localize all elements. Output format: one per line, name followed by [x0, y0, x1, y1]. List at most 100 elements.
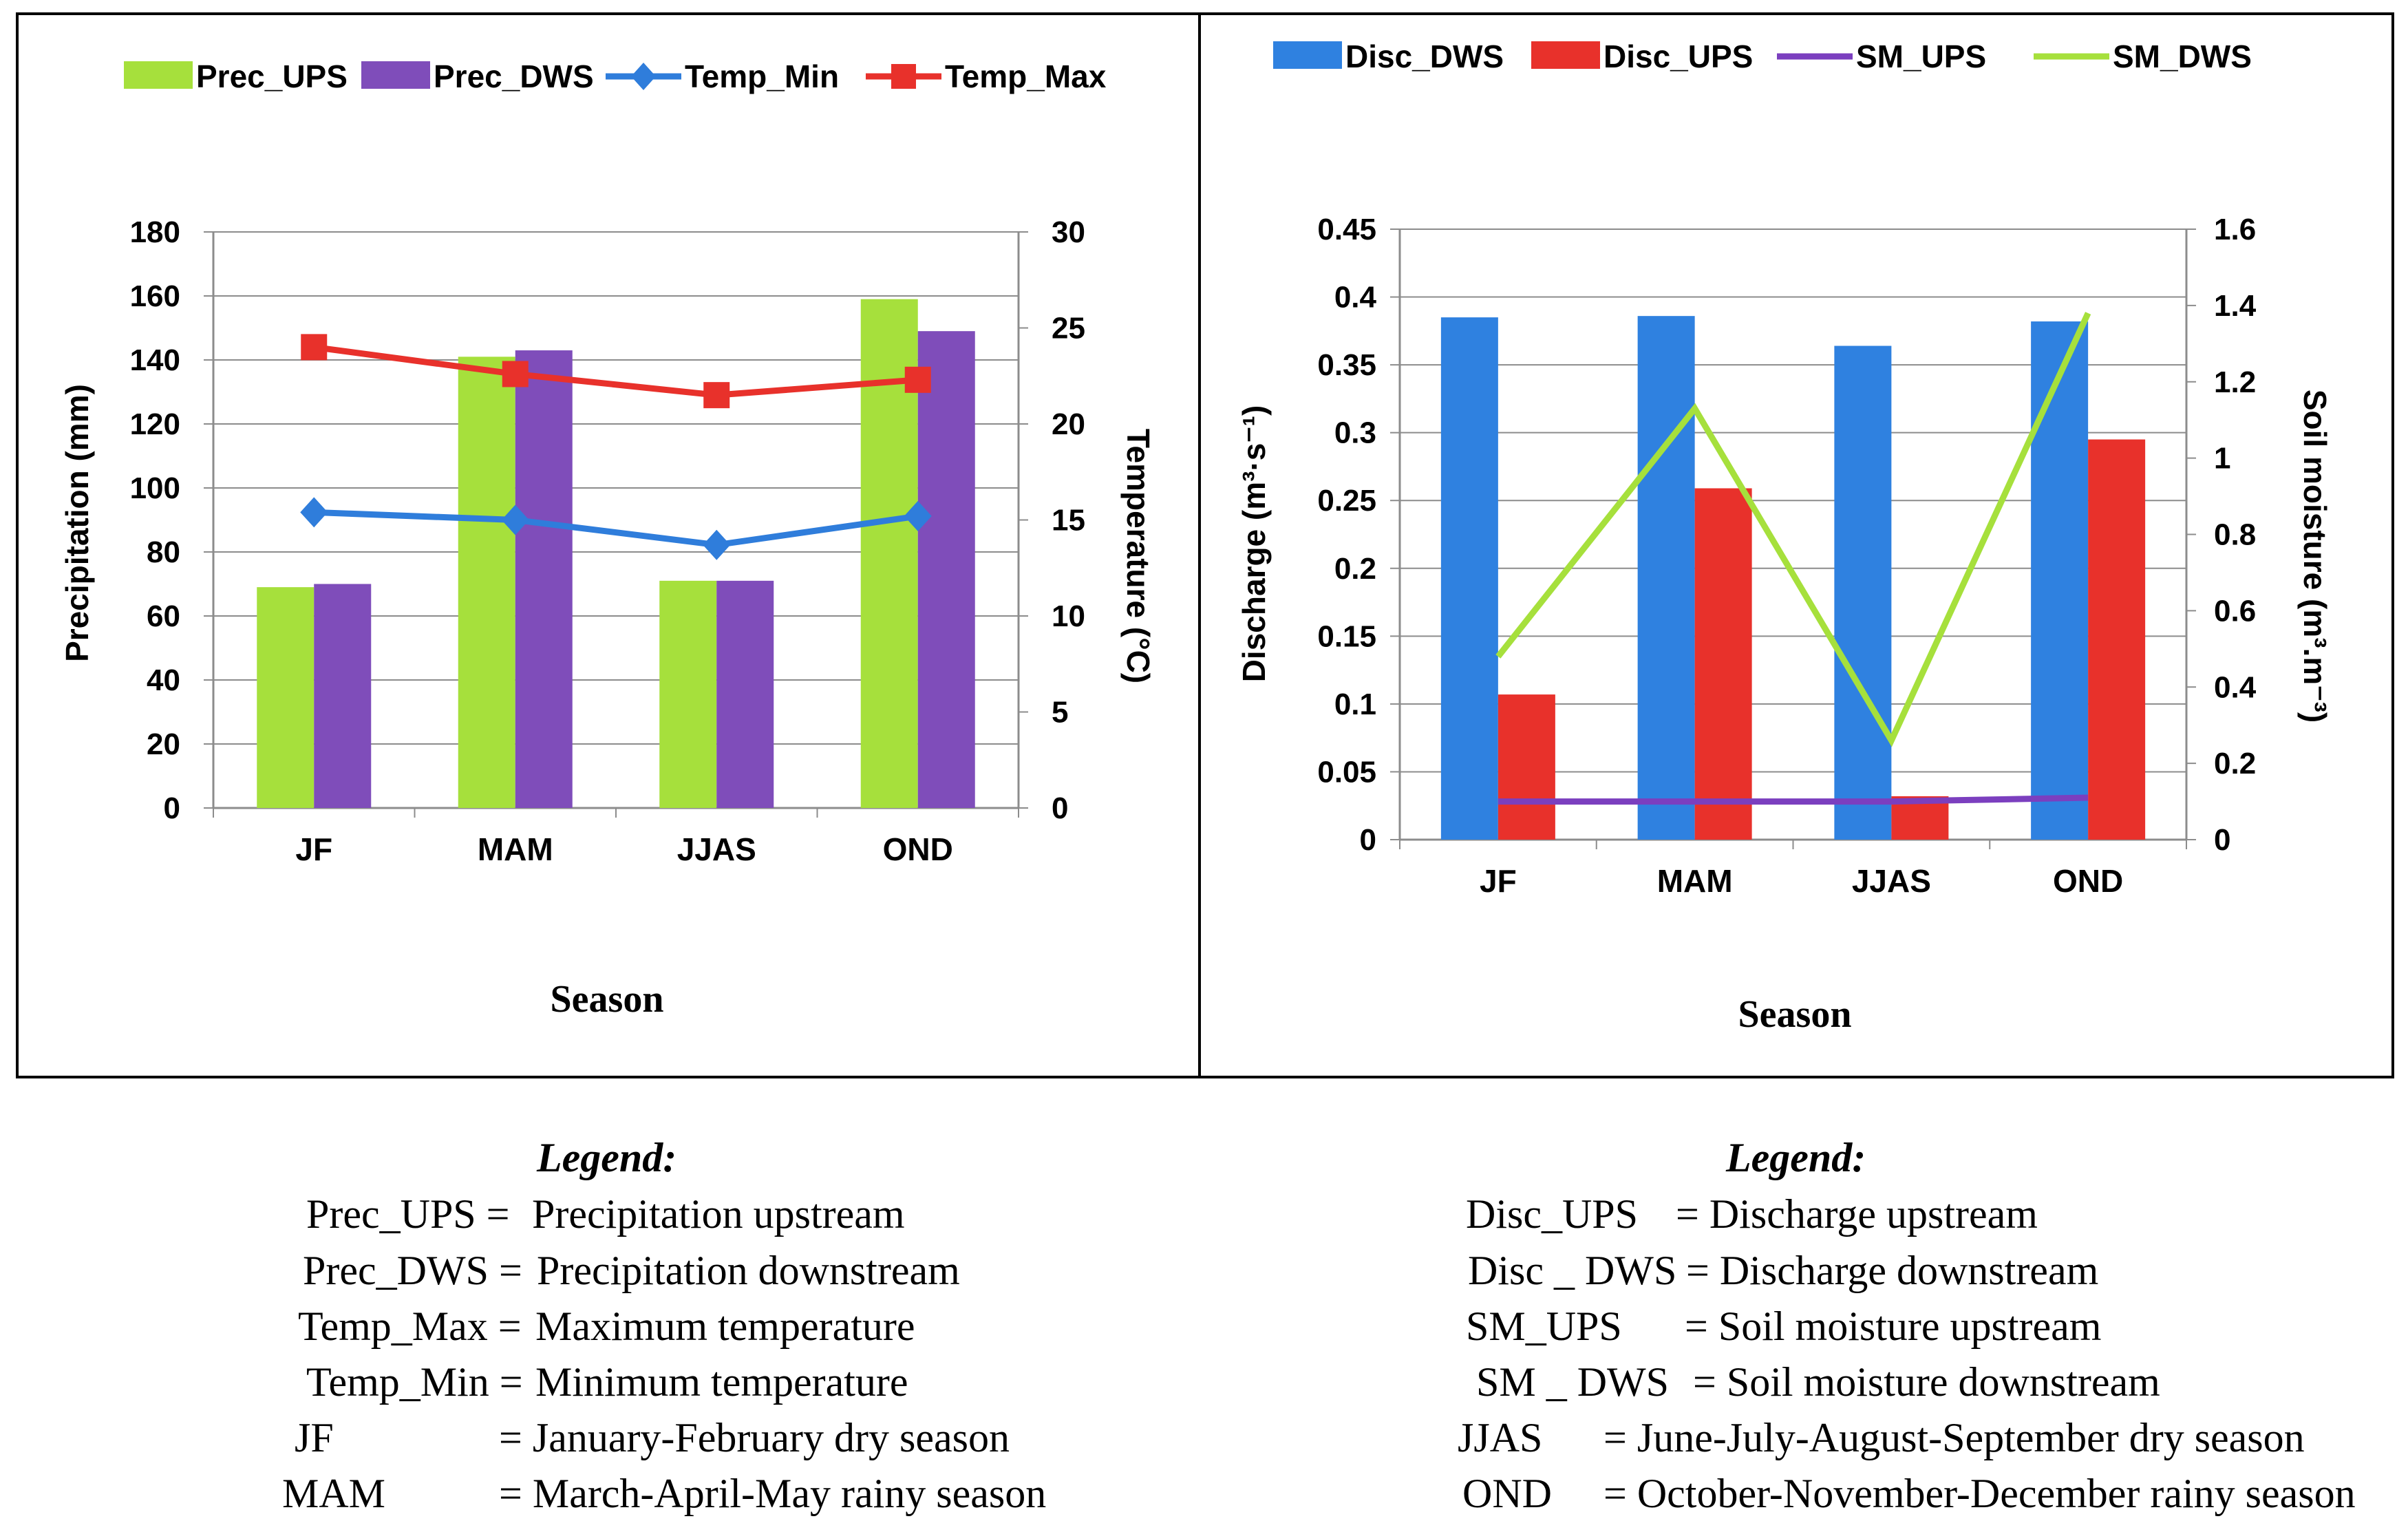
y2-tick-label: 25 — [1052, 312, 1085, 345]
bar-prec-dws — [314, 584, 372, 808]
y-tick-label: 160 — [130, 279, 180, 313]
y-tick-label: 80 — [147, 535, 180, 569]
y-tick-label: 0.1 — [1334, 688, 1376, 721]
bar-disc-ups — [1694, 488, 1752, 840]
x-category-label: MAM — [478, 831, 553, 867]
y-tick-label: 0 — [164, 791, 180, 825]
y-tick-label: 0.25 — [1317, 484, 1376, 518]
notes-term: Prec_DWS = — [303, 1248, 522, 1293]
notes-term: Prec_UPS = — [306, 1191, 510, 1237]
bar-disc-ups — [2088, 439, 2146, 840]
marker-temp-max — [703, 382, 730, 409]
bar-prec-ups — [257, 587, 315, 808]
y2-tick-label: 30 — [1052, 215, 1085, 249]
legend-label: Temp_Min — [685, 58, 839, 94]
y-tick-label: 180 — [130, 215, 180, 249]
y-axis-title: Precipitation (mm) — [59, 384, 95, 662]
marker-temp-max — [502, 361, 529, 387]
marker-temp-max — [904, 366, 931, 393]
y2-axis-title: Soil moisture (m³.m⁻³) — [2297, 390, 2333, 723]
legend-marker — [891, 64, 916, 89]
y2-tick-label: 5 — [1052, 696, 1068, 730]
notes-term: MAM — [282, 1471, 386, 1516]
notes-term: SM _ DWS — [1476, 1359, 1670, 1405]
y-tick-label: 0.15 — [1317, 619, 1376, 653]
notes-term: Disc_UPS — [1466, 1191, 1639, 1237]
bar-disc-dws — [1637, 316, 1695, 840]
y-tick-label: 0.45 — [1317, 213, 1376, 246]
line-temp-min — [314, 509, 919, 549]
figure-frame — [16, 12, 2394, 1078]
marker-temp-min — [904, 500, 932, 531]
notes-desc: Precipitation upstream — [532, 1191, 905, 1237]
y-tick-label: 0 — [1360, 823, 1376, 857]
y2-tick-label: 1.6 — [2214, 213, 2256, 246]
x-category-label: OND — [883, 831, 953, 867]
y2-tick-label: 1 — [2214, 442, 2230, 476]
y2-axis-title: Temperature (°C) — [1120, 429, 1156, 683]
legend-marker — [631, 63, 656, 90]
notes-desc: = June-July-August-September dry season — [1603, 1415, 2305, 1460]
bar-prec-ups — [458, 357, 515, 808]
x-category-label: JF — [295, 831, 332, 867]
notes-term: SM_UPS — [1466, 1304, 1622, 1349]
notes-desc: Maximum temperature — [535, 1304, 915, 1349]
legend-label: Temp_Max — [945, 58, 1107, 94]
legend-label: Disc_DWS — [1345, 39, 1504, 74]
y-tick-label: 0.05 — [1317, 755, 1376, 789]
notes-term: JJAS — [1458, 1415, 1543, 1460]
y-tick-label: 0.4 — [1334, 281, 1377, 315]
y2-tick-label: 20 — [1052, 407, 1085, 441]
y-tick-label: 140 — [130, 343, 180, 377]
legend-label: Disc_UPS — [1603, 39, 1753, 74]
notes-desc: = March-April-May rainy season — [499, 1471, 1047, 1516]
notes-desc: = Discharge downstream — [1686, 1248, 2099, 1293]
x-category-label: MAM — [1657, 863, 1733, 899]
legend-notes-left: Legend: Prec_UPS = Precipitation upstrea… — [0, 0, 1200, 1532]
notes-desc: = Discharge upstream — [1676, 1191, 2038, 1237]
marker-temp-min — [300, 497, 328, 528]
chart-1: 0 20 40 60 80 100 120 140 160 180 0 5 10 15 20 25 30 JF MA… — [59, 58, 1156, 1021]
bar-prec-ups — [659, 580, 717, 808]
marker-temp-min — [703, 529, 731, 560]
y-tick-label: 40 — [147, 663, 180, 697]
y2-tick-label: 10 — [1052, 599, 1085, 633]
legend-swatch — [1531, 41, 1600, 69]
notes-term: Temp_Max = — [298, 1304, 522, 1349]
bar-disc-ups — [1498, 694, 1555, 840]
legend-swatch — [361, 61, 430, 89]
y2-tick-label: 0.2 — [2214, 747, 2256, 780]
line-temp-max — [313, 343, 919, 398]
notes-title: Legend: — [1726, 1135, 1866, 1180]
y2-tick-label: 0 — [1052, 791, 1068, 825]
bar-disc-dws — [2031, 321, 2089, 840]
chart-2: 0 0.05 0.1 0.15 0.2 0.25 0.3 0.35 0.4 0.45 0 0.2 0.4… — [1236, 39, 2333, 1036]
y2-tick-label: 15 — [1052, 504, 1085, 538]
notes-term: OND — [1462, 1471, 1552, 1516]
bar-disc-dws — [1834, 345, 1892, 840]
y2-tick-label: 1.2 — [2214, 365, 2256, 399]
bar-prec-dws — [917, 331, 975, 808]
bar-disc-dws — [1440, 317, 1498, 840]
notes-desc: Minimum temperature — [535, 1359, 908, 1405]
y-tick-label: 60 — [147, 599, 180, 633]
y-tick-label: 100 — [130, 471, 180, 505]
x-category-label: JF — [1480, 863, 1517, 899]
x-category-label: JJAS — [677, 831, 756, 867]
x-axis-title: Season — [1738, 993, 1852, 1036]
y-tick-label: 0.3 — [1334, 416, 1376, 450]
y2-tick-label: 0.6 — [2214, 594, 2256, 628]
line-sm-ups — [1498, 794, 2089, 805]
outer-border — [16, 12, 2394, 1078]
legend-label: Prec_DWS — [434, 58, 594, 94]
notes-desc: = October-November-December rainy season — [1603, 1471, 2356, 1516]
y2-tick-label: 0.8 — [2214, 518, 2256, 552]
y2-tick-label: 0.4 — [2214, 670, 2257, 704]
bar-prec-dws — [515, 350, 573, 808]
legend-label: Prec_UPS — [196, 58, 348, 94]
y-tick-label: 20 — [147, 727, 180, 761]
y-tick-label: 120 — [130, 407, 180, 441]
y-tick-label: 0.2 — [1334, 552, 1376, 586]
y-axis-title: Discharge (m³·s⁻¹) — [1236, 405, 1272, 683]
notes-term: JF — [295, 1415, 334, 1460]
